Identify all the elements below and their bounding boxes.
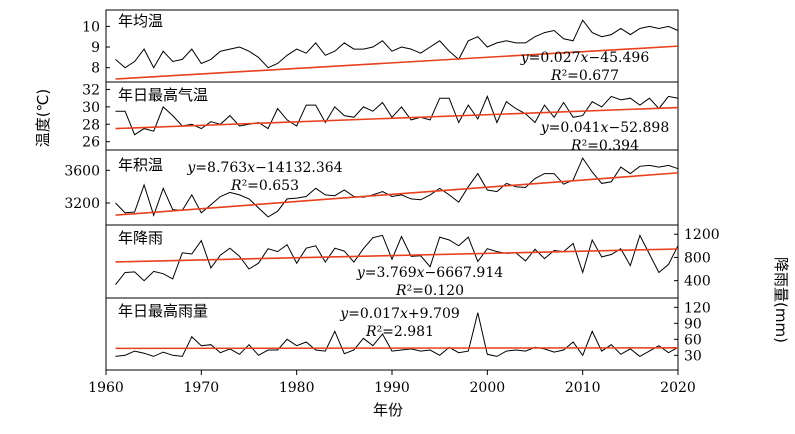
x-tick-label: 2020 bbox=[660, 380, 696, 396]
trend-line bbox=[115, 248, 679, 263]
y-tick-label: 60 bbox=[684, 332, 702, 348]
series-line bbox=[115, 95, 679, 136]
trend-line bbox=[115, 172, 679, 216]
trend-r2: R²=0.120 bbox=[395, 283, 464, 299]
series-line bbox=[115, 19, 679, 69]
series-line bbox=[115, 312, 679, 357]
trend-equation: y=0.027x−45.496 bbox=[520, 50, 650, 66]
y-tick-label: 120 bbox=[684, 300, 711, 316]
y-tick-label: 32 bbox=[82, 82, 100, 98]
trend-line bbox=[115, 347, 679, 350]
trend-equation: y=8.763x−14132.364 bbox=[186, 160, 342, 176]
panel-title: 年日最高雨量 bbox=[118, 302, 208, 320]
panel-title: 年日最高气温 bbox=[118, 86, 208, 104]
y-tick-label: 3600 bbox=[64, 163, 100, 179]
panel-title: 年均温 bbox=[118, 12, 163, 30]
y-tick-label: 26 bbox=[82, 135, 100, 151]
trend-r2: R²=2.981 bbox=[365, 324, 434, 340]
y-tick-label: 28 bbox=[82, 117, 100, 133]
y-tick-label: 30 bbox=[684, 348, 702, 364]
y-tick-label: 400 bbox=[684, 274, 711, 290]
y-tick-label: 8 bbox=[91, 61, 100, 77]
x-tick-label: 1990 bbox=[374, 380, 410, 396]
series-line bbox=[115, 157, 679, 218]
x-tick-label: 1980 bbox=[279, 380, 315, 396]
y-tick-label: 30 bbox=[82, 100, 100, 116]
series-line bbox=[115, 234, 679, 286]
panel-frame bbox=[105, 224, 679, 299]
trend-r2: R²=0.677 bbox=[550, 68, 619, 84]
panel-1: 8 9 10 年均温 y=0.027x−45.496 R²=0.677 bbox=[82, 9, 679, 84]
x-axis-label: 年份 bbox=[373, 401, 403, 419]
y-tick-label: 1200 bbox=[684, 227, 720, 243]
trend-line bbox=[115, 45, 679, 80]
y-tick-label: 800 bbox=[684, 250, 711, 266]
x-tick-label: 1960 bbox=[88, 380, 124, 396]
panel-title: 年积温 bbox=[118, 156, 163, 174]
y-tick-label: 90 bbox=[684, 316, 702, 332]
trend-equation: y=3.769x−6667.914 bbox=[356, 265, 503, 281]
x-tick-label: 1970 bbox=[184, 380, 220, 396]
panel-4: 400 800 1200 年降雨 y=3.769x−6667.914 R²=0.120 bbox=[105, 224, 720, 299]
trend-equation: y=0.041x−52.898 bbox=[540, 120, 670, 136]
trend-r2: R²=0.394 bbox=[570, 138, 639, 154]
trend-r2: R²=0.653 bbox=[230, 178, 299, 194]
trend-equation: y=0.017x+9.709 bbox=[339, 306, 460, 322]
x-tick-label: 2000 bbox=[470, 380, 506, 396]
panel-title: 年降雨 bbox=[118, 229, 163, 247]
x-tick-label: 2010 bbox=[565, 380, 601, 396]
right-axis-label: 降雨量(mm) bbox=[772, 257, 790, 343]
y-tick-label: 9 bbox=[91, 40, 100, 56]
y-tick-label: 3200 bbox=[64, 196, 100, 212]
panel-3: 3200 3600 年积温 y=8.763x−14132.364 R²=0.653 bbox=[64, 149, 679, 226]
left-axis-label: 温度(℃) bbox=[34, 89, 52, 148]
y-tick-label: 10 bbox=[82, 19, 100, 35]
trend-line bbox=[115, 106, 679, 130]
